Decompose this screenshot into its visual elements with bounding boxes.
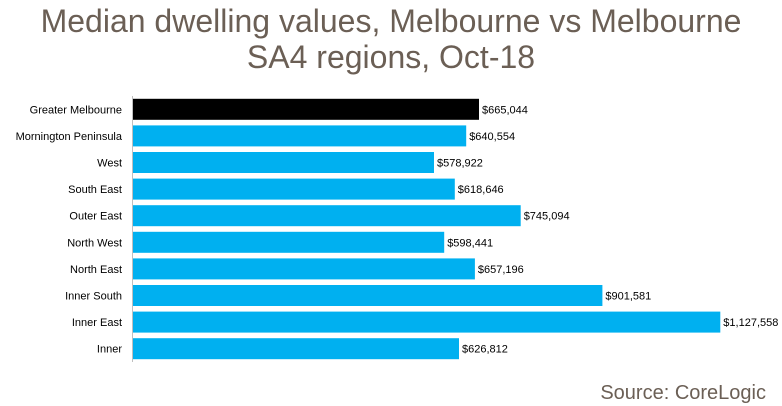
category-label: North East xyxy=(70,264,122,276)
value-label: $640,554 xyxy=(469,131,515,143)
bar-greater-melbourne xyxy=(132,98,479,120)
value-label: $598,441 xyxy=(447,237,493,249)
bar-mornington-peninsula xyxy=(132,125,467,147)
value-label: $901,581 xyxy=(605,291,651,303)
bar-west xyxy=(132,152,434,173)
category-label: West xyxy=(97,158,122,170)
bar-north-east xyxy=(132,258,475,280)
bar-north-west xyxy=(132,231,445,253)
category-label: Mornington Peninsula xyxy=(16,131,123,143)
bar-inner-east xyxy=(132,311,721,333)
chart-title-line-2: SA4 regions, Oct-18 xyxy=(247,39,535,75)
value-label: $745,094 xyxy=(524,211,570,223)
source-label: Source: CoreLogic xyxy=(600,382,766,404)
category-label: Inner xyxy=(97,344,122,356)
value-label: $665,044 xyxy=(482,104,528,116)
category-label: Greater Melbourne xyxy=(30,104,122,116)
bar-outer-east xyxy=(132,205,521,227)
category-label: North West xyxy=(67,237,122,249)
bar-inner xyxy=(132,338,459,360)
category-label: Outer East xyxy=(69,211,122,223)
category-label: South East xyxy=(68,184,122,196)
category-label: Inner South xyxy=(65,291,122,303)
value-label: $657,196 xyxy=(478,264,524,276)
value-label: $618,646 xyxy=(458,184,504,196)
value-label: $578,922 xyxy=(437,158,483,170)
bar-inner-south xyxy=(132,285,603,306)
value-label: $1,127,558 xyxy=(723,317,778,329)
value-label: $626,812 xyxy=(462,344,508,356)
chart-title-line-1: Median dwelling values, Melbourne vs Mel… xyxy=(41,3,742,39)
plot-area: Greater Melbourne $665,044 Mornington Peni… xyxy=(16,96,778,362)
category-label: Inner East xyxy=(72,317,122,329)
bar-south-east xyxy=(132,178,455,200)
